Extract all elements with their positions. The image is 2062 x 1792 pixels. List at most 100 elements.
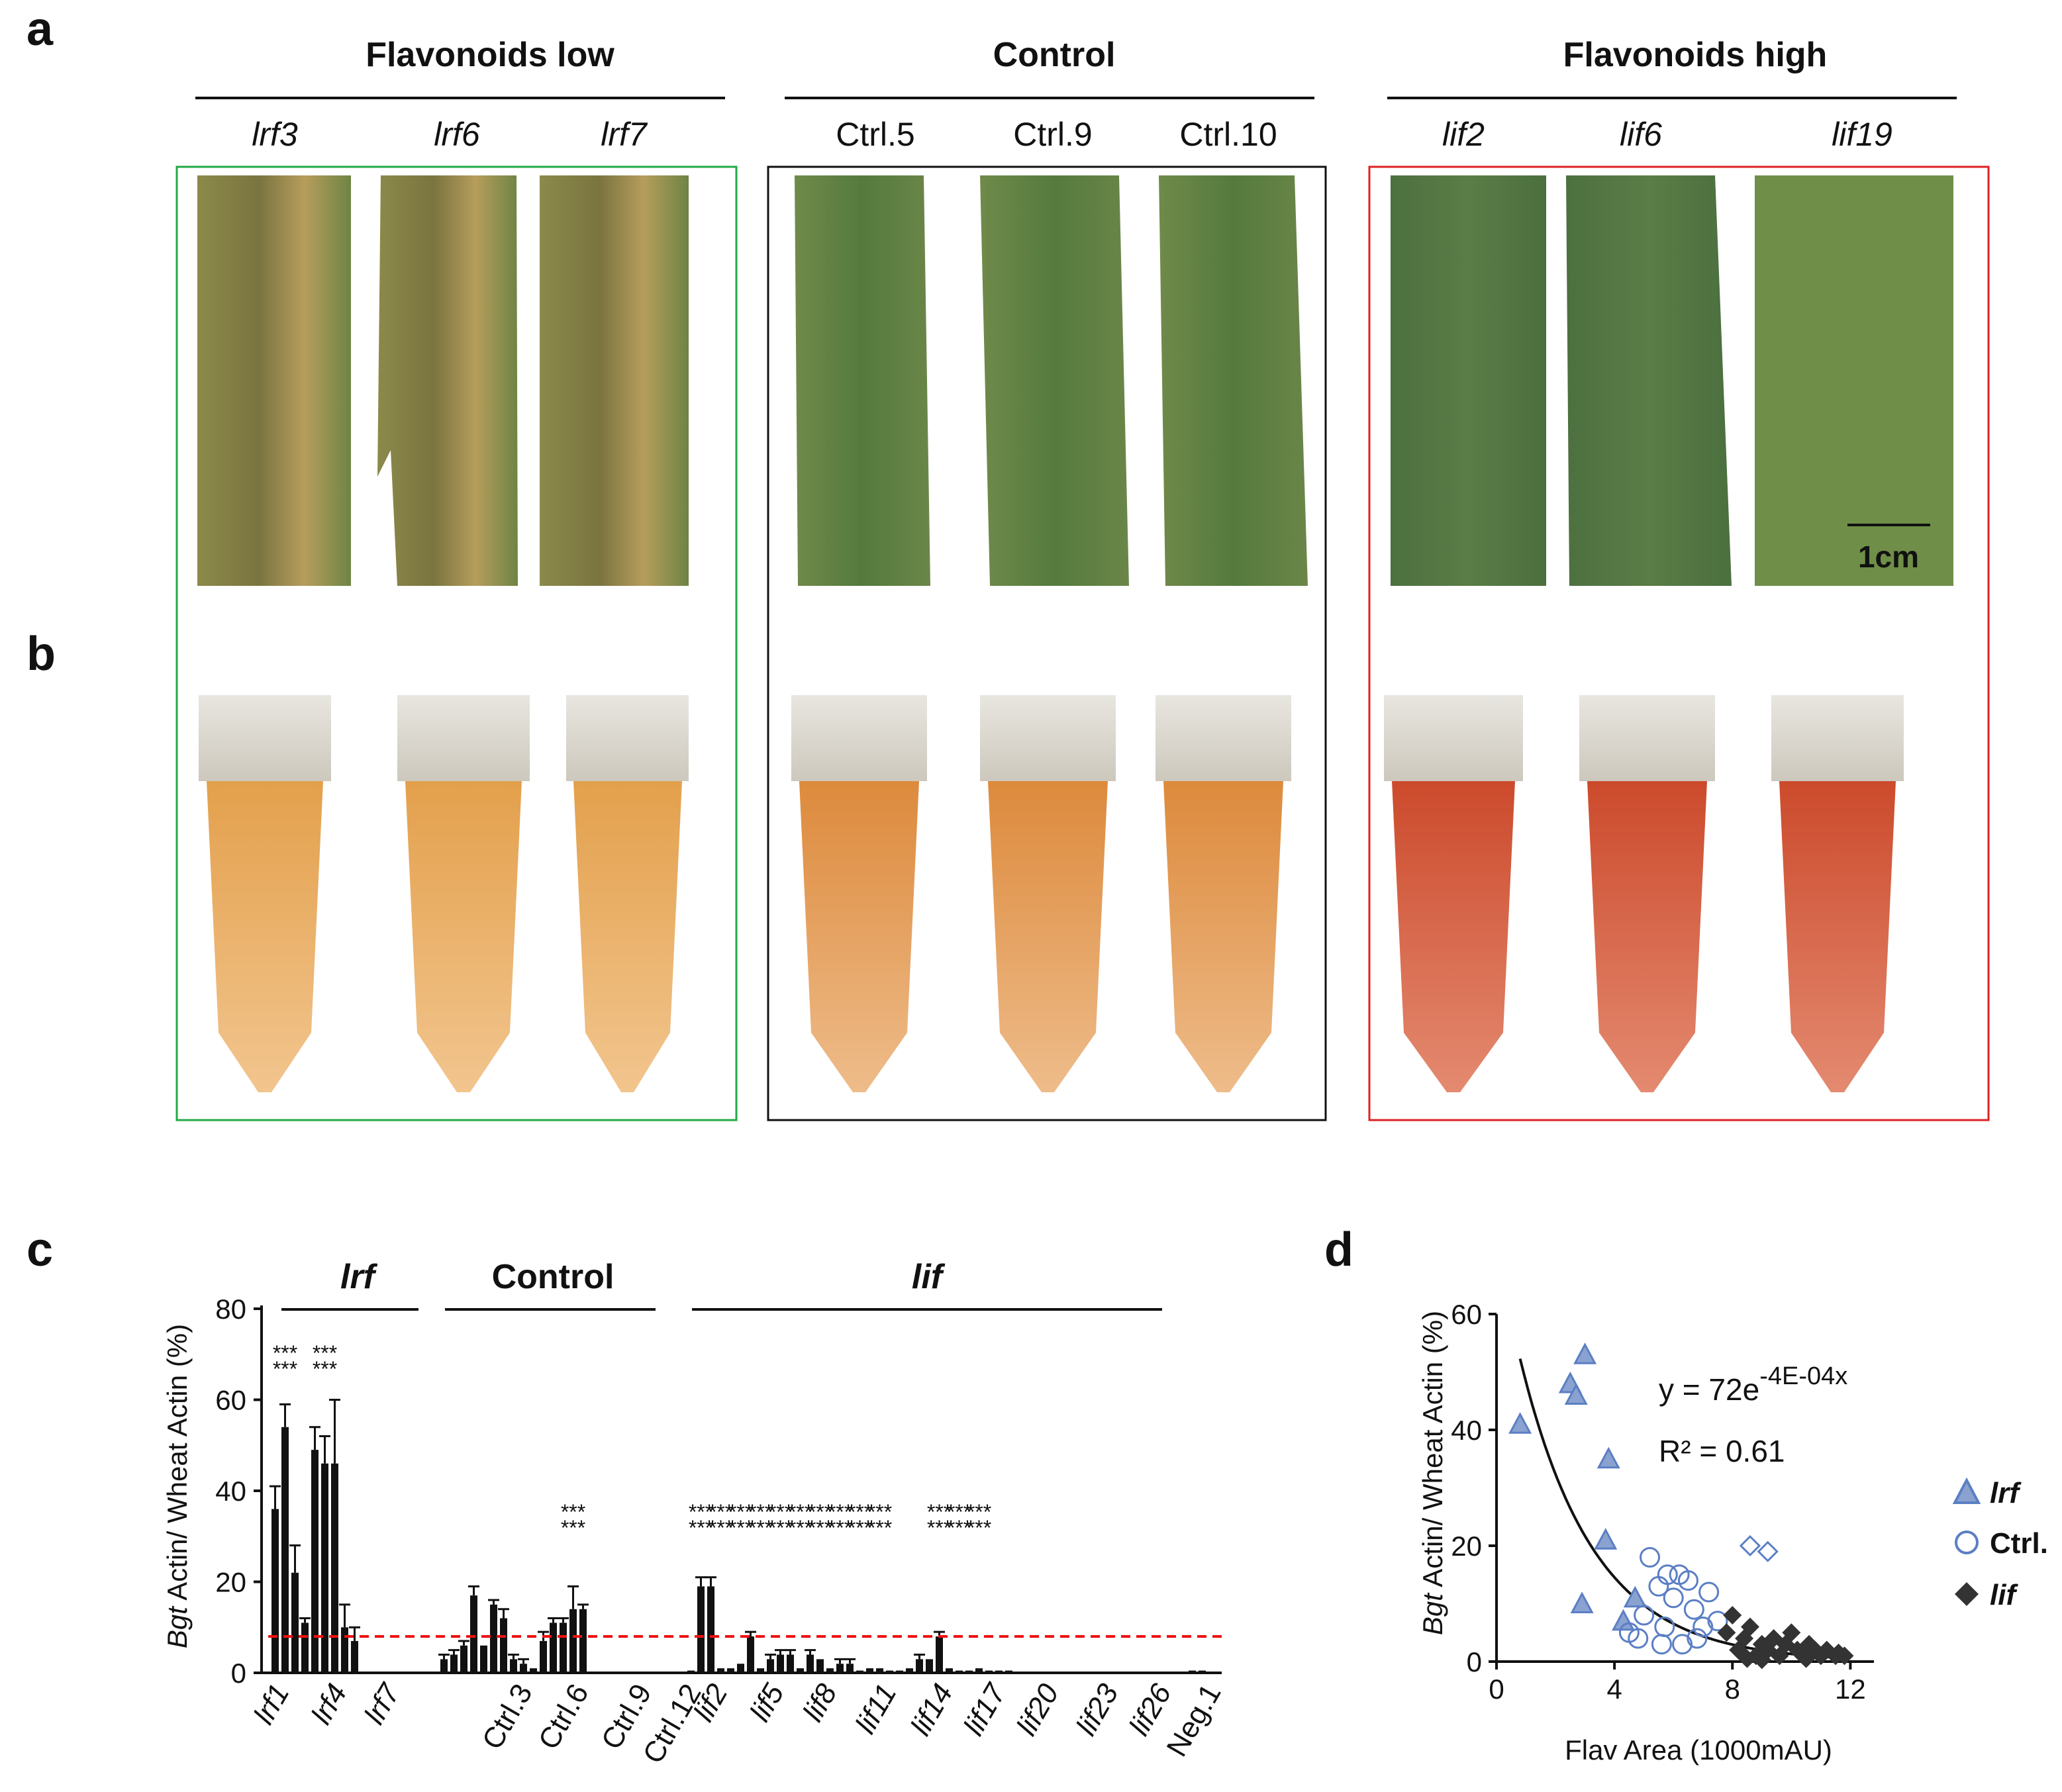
point-ctrl: [1693, 1617, 1714, 1637]
sample-label: lif6: [1620, 116, 1662, 153]
bar: [520, 1664, 527, 1673]
sample-label: Ctrl.10: [1179, 116, 1277, 153]
point-ctrl-diamond: [1757, 1540, 1779, 1562]
sample-label: lif2: [1442, 116, 1485, 153]
y-axis-label: Bgt Actin/ Wheat Actin (%): [162, 1324, 193, 1648]
bar: [797, 1668, 804, 1673]
scale-bar-label: 1cm: [1858, 540, 1919, 574]
point-lrf: [1570, 1591, 1594, 1613]
bar: [579, 1609, 587, 1673]
bar: [916, 1659, 923, 1673]
bar: [301, 1623, 309, 1673]
point-lrf: [1573, 1343, 1597, 1364]
significance-stars: ***: [313, 1357, 337, 1381]
bar: [926, 1659, 933, 1673]
x-tick-label: lif8: [797, 1678, 844, 1727]
group-title-control: Control: [993, 36, 1116, 74]
point-ctrl-diamond: [1739, 1534, 1761, 1557]
significance-stars: ***: [867, 1516, 892, 1540]
legend-label-ctrl: Ctrl.: [1990, 1527, 2048, 1560]
x-tick-label: 12: [1835, 1674, 1866, 1705]
bar: [836, 1664, 844, 1673]
point-ctrl: [1657, 1564, 1678, 1585]
fit-equation: y = 72e-4E-04x: [1659, 1362, 1847, 1407]
point-lrf: [1508, 1412, 1532, 1434]
significance-stars: ***: [788, 1500, 812, 1524]
bar: [500, 1618, 507, 1673]
x-axis-label: Flav Area (1000mAU): [1565, 1734, 1832, 1766]
bar: [787, 1654, 794, 1673]
bar: [569, 1609, 577, 1673]
significance-stars: ***: [828, 1500, 852, 1524]
y-tick-label: 0: [1467, 1646, 1482, 1677]
bar: [460, 1645, 467, 1673]
x-tick-label: lif20: [1010, 1678, 1065, 1741]
significance-stars: ***: [947, 1516, 971, 1540]
leaf-ctrl5: [795, 175, 930, 586]
bar: [995, 1670, 1003, 1673]
leaf-ctrl10: [1159, 175, 1308, 586]
significance-stars: ***: [689, 1516, 713, 1540]
tube-lif2: [1384, 695, 1523, 1092]
point-ctrl: [1634, 1605, 1655, 1626]
x-tick-label: lif5: [744, 1678, 791, 1727]
significance-stars: ***: [561, 1516, 585, 1540]
y-tick-label: 60: [1451, 1299, 1482, 1330]
significance-stars: ***: [728, 1500, 753, 1524]
group-box-control: [767, 165, 1327, 1121]
panel-label-d: d: [1324, 1223, 1353, 1276]
bar: [271, 1509, 279, 1673]
panel-label-c: c: [26, 1223, 53, 1276]
group-box-high: [1368, 165, 1990, 1121]
significance-stars: ***: [808, 1500, 832, 1524]
bar: [450, 1654, 458, 1673]
leaf-lrf3: [197, 175, 351, 586]
point-ctrl: [1663, 1587, 1684, 1609]
x-tick-label: lif2: [687, 1679, 734, 1727]
group-box-low: [175, 165, 738, 1121]
significance-stars: ***: [808, 1516, 832, 1540]
significance-stars: ***: [273, 1357, 297, 1381]
group-title-high: Flavonoids high: [1563, 36, 1828, 74]
point-lrf: [1596, 1446, 1620, 1469]
x-tick-label: 4: [1606, 1674, 1622, 1705]
sample-label: Ctrl.9: [1013, 116, 1092, 153]
tube-lrf6: [397, 695, 530, 1092]
x-tick-label: 0: [1489, 1674, 1504, 1705]
bar: [896, 1670, 903, 1673]
y-tick-label: 20: [1451, 1531, 1482, 1562]
y-tick-label: 40: [1451, 1415, 1482, 1446]
bar: [560, 1623, 567, 1673]
significance-stars: ***: [313, 1341, 337, 1365]
x-tick-label: Ctrl.3: [476, 1679, 539, 1756]
sample-label: lif19: [1832, 116, 1892, 153]
point-lif: [1723, 1606, 1742, 1625]
significance-stars: ***: [788, 1516, 812, 1540]
significance-stars: ***: [848, 1516, 872, 1540]
x-tick-label: 8: [1725, 1674, 1740, 1705]
leaf-lrf7: [540, 175, 689, 586]
significance-stars: ***: [947, 1500, 971, 1524]
tube-lif6: [1579, 695, 1715, 1092]
x-tick-label: Ctrl.6: [532, 1679, 595, 1756]
tube-ctrl5: [791, 695, 927, 1092]
sample-label: lrf6: [434, 116, 480, 153]
bar: [540, 1640, 547, 1673]
bar: [856, 1670, 863, 1673]
point-ctrl: [1683, 1599, 1704, 1620]
tube-lrf3: [199, 695, 331, 1092]
group-label-lif: lif: [912, 1258, 946, 1296]
bar: [807, 1654, 814, 1673]
leaf-lif19: [1755, 175, 1953, 586]
bar: [1005, 1670, 1012, 1673]
x-tick-label: lif11: [849, 1679, 903, 1740]
bar: [717, 1668, 724, 1673]
bar: [727, 1668, 734, 1673]
legend-label-lif: lif: [1990, 1579, 2018, 1611]
bar: [331, 1463, 338, 1673]
sample-label: lrf3: [252, 116, 298, 153]
legend-diamond-marker: [1955, 1582, 1979, 1606]
y-axis-label: Bgt Actin/ Wheat Actin (%): [1417, 1311, 1448, 1635]
significance-stars: ***: [689, 1500, 713, 1524]
